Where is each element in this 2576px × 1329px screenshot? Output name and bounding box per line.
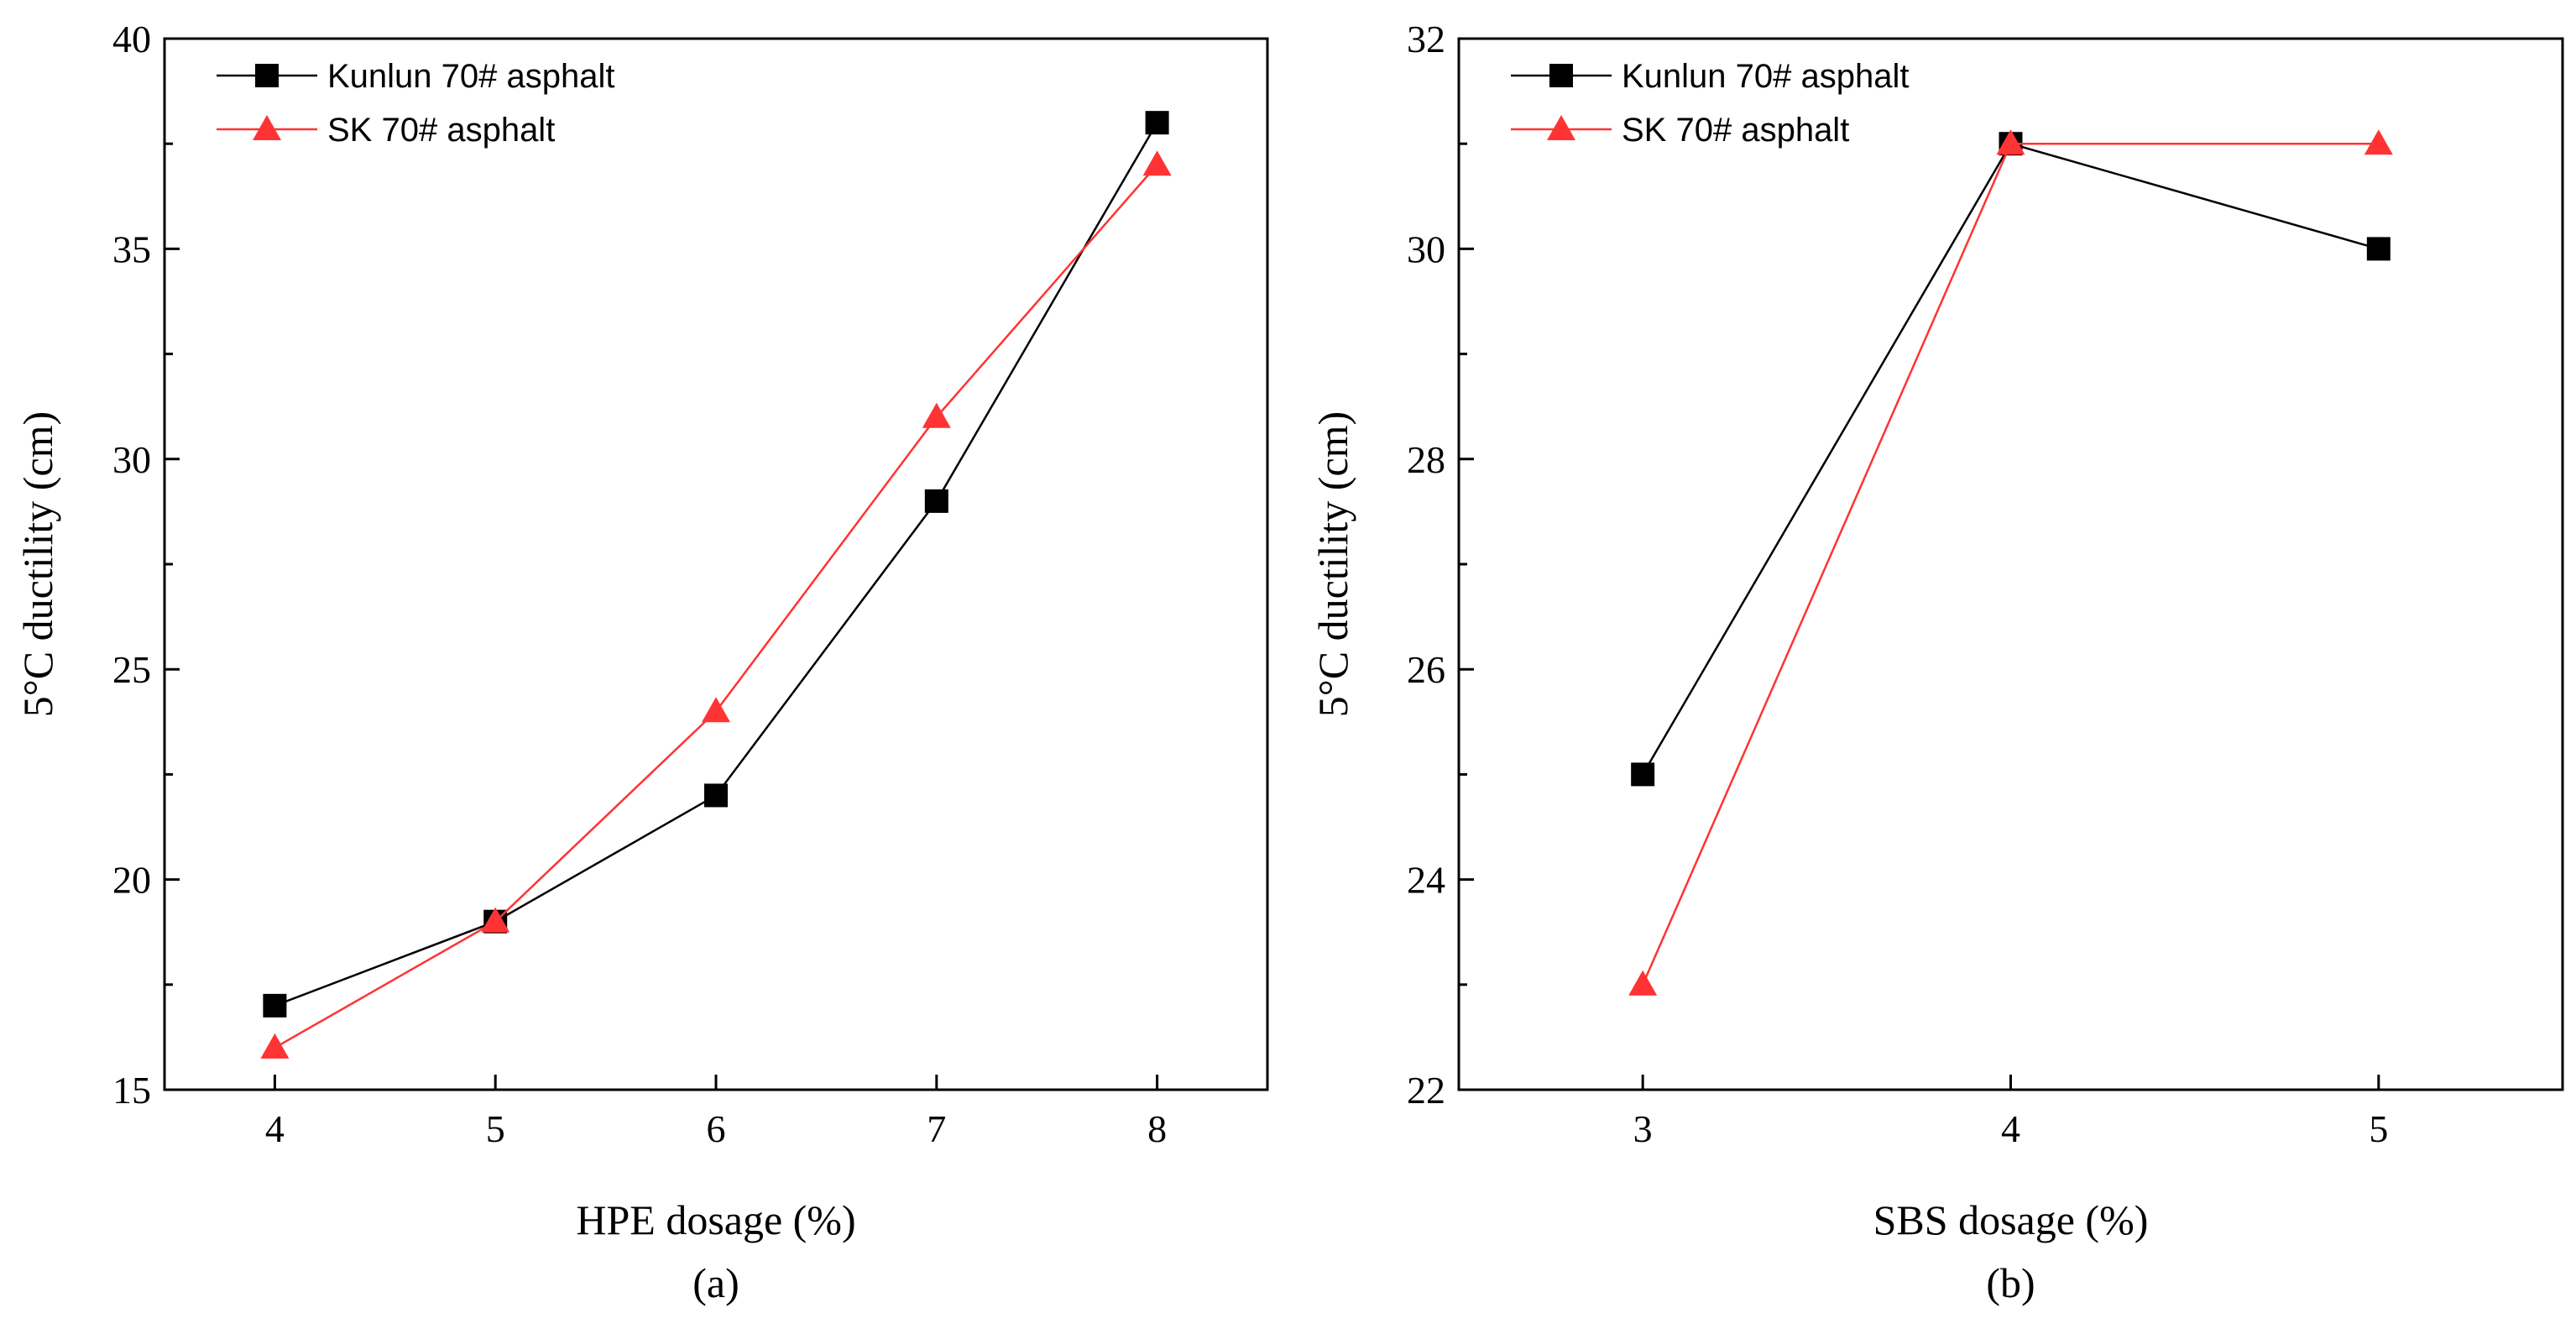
legend-label: Kunlun 70# asphalt: [1622, 58, 1910, 95]
data-point: [2364, 129, 2393, 155]
y-tick-label: 15: [112, 1069, 151, 1112]
panel-label: (a): [692, 1259, 739, 1306]
legend: Kunlun 70# asphalt SK 70# asphalt: [217, 58, 615, 149]
legend-label: SK 70# asphalt: [327, 112, 555, 149]
x-tick-label: 8: [1147, 1107, 1167, 1150]
x-tick-label: 4: [2001, 1107, 2020, 1150]
x-tick-label: 7: [927, 1107, 946, 1150]
legend-marker: [1547, 115, 1575, 140]
series-line: [274, 122, 1158, 1007]
y-tick-label: 26: [1407, 648, 1445, 691]
y-tick-label: 20: [112, 859, 151, 902]
legend-marker: [253, 115, 281, 140]
x-tick-label: 4: [265, 1107, 285, 1150]
x-tick-label: 6: [707, 1107, 726, 1150]
x-tick-label: 3: [1633, 1107, 1653, 1150]
legend-label: Kunlun 70# asphalt: [327, 58, 615, 95]
legend-marker: [1549, 64, 1573, 87]
data-point: [922, 402, 951, 428]
plot-frame: [1457, 37, 2564, 1091]
series-line: [1642, 142, 2380, 776]
data-point: [1628, 970, 1658, 996]
data-point: [702, 697, 730, 723]
y-tick-label: 32: [1407, 18, 1445, 60]
legend-marker: [255, 64, 279, 87]
y-tick-label: 25: [112, 648, 151, 691]
y-axis-title: 5°C ductility (cm): [14, 411, 61, 717]
data-point: [1996, 129, 2025, 155]
data-point: [1142, 150, 1172, 176]
series-sk: [260, 150, 1172, 1059]
plot-frame: [163, 37, 1269, 1091]
data-point: [2366, 237, 2391, 261]
x-axis-title: SBS dosage (%): [1873, 1196, 2149, 1243]
series-kunlun: [1631, 132, 2391, 787]
y-tick-label: 30: [112, 438, 151, 481]
series-line: [274, 164, 1158, 1049]
x-tick-label: 5: [486, 1107, 505, 1150]
y-tick-label: 40: [112, 18, 151, 60]
data-point: [704, 783, 728, 808]
series-sk: [1628, 129, 2393, 996]
x-tick-label: 5: [2369, 1107, 2388, 1150]
data-point: [481, 907, 510, 933]
data-point: [1631, 762, 1655, 787]
x-axis-title: HPE dosage (%): [576, 1196, 855, 1243]
legend: Kunlun 70# asphalt SK 70# asphalt: [1511, 58, 1910, 149]
y-tick-label: 22: [1407, 1069, 1445, 1112]
series-line: [1642, 142, 2379, 986]
data-point: [260, 1033, 290, 1059]
series-kunlun: [263, 111, 1169, 1018]
legend-label: SK 70# asphalt: [1622, 112, 1849, 149]
panel-label: (b): [1986, 1259, 2035, 1306]
y-tick-label: 35: [112, 228, 151, 270]
data-point: [924, 489, 948, 513]
y-tick-label: 24: [1407, 859, 1445, 902]
data-point: [1145, 111, 1169, 135]
y-tick-label: 30: [1407, 228, 1445, 270]
y-axis-title: 5°C ductility (cm): [1309, 411, 1356, 717]
data-point: [263, 993, 287, 1018]
y-tick-label: 28: [1407, 438, 1445, 481]
